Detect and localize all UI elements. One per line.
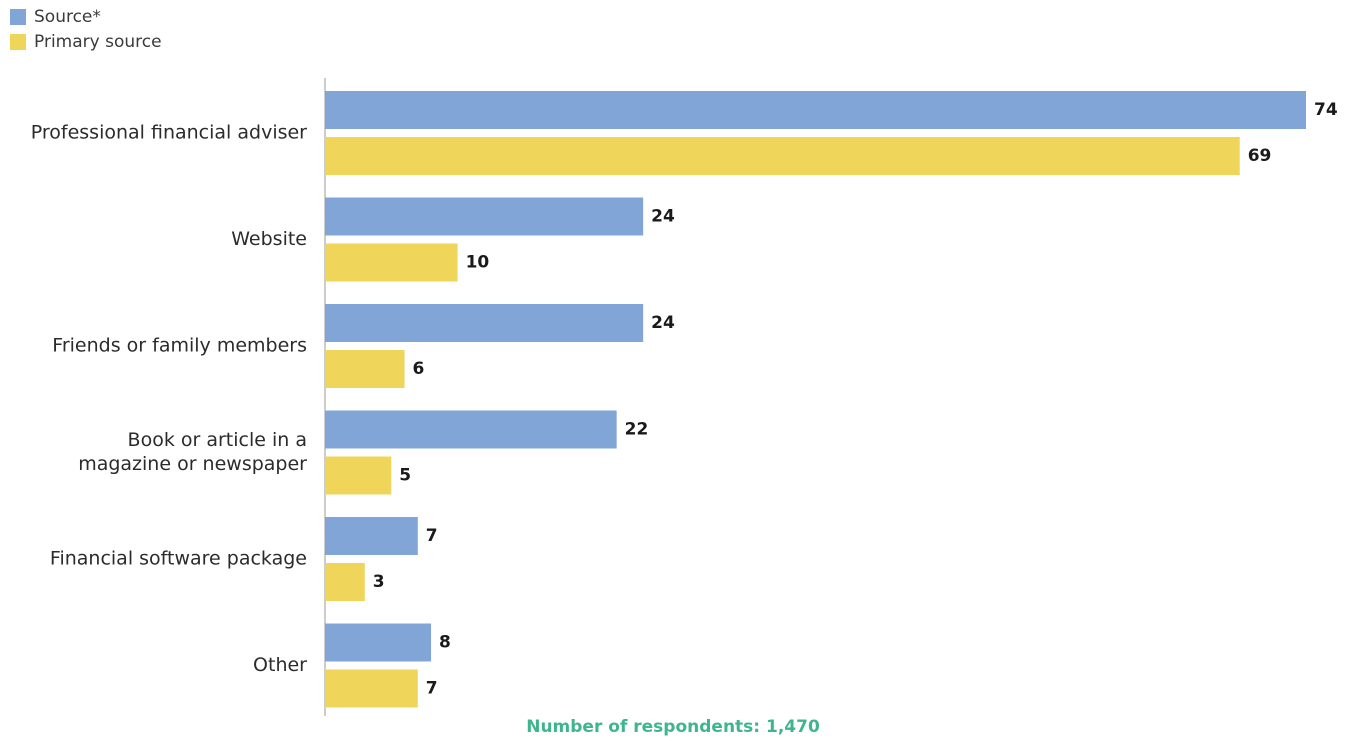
legend-label-primary-source: Primary source xyxy=(34,31,162,52)
respondents-footnote: Number of respondents: 1,470 xyxy=(526,717,820,737)
bar-source xyxy=(325,623,432,662)
bar-primary-source xyxy=(325,243,458,282)
bar-value-label: 5 xyxy=(399,466,411,486)
bar-primary-source xyxy=(325,350,405,388)
bar-value-label: 7 xyxy=(426,679,438,699)
legend-swatch-source xyxy=(10,8,26,25)
bar-value-label: 8 xyxy=(439,633,451,653)
bar-value-label: 24 xyxy=(651,313,675,333)
bar-source xyxy=(325,517,418,555)
bar-source xyxy=(325,197,644,236)
bar-value-label: 7 xyxy=(426,526,438,546)
bar-value-label: 69 xyxy=(1248,146,1272,166)
bar-value-label: 3 xyxy=(373,572,385,592)
bar-primary-source xyxy=(325,563,365,601)
category-label: Financial software package xyxy=(50,548,307,570)
category-label: magazine or newspaper xyxy=(78,453,307,475)
category-label: Website xyxy=(231,228,307,250)
legend-label-source: Source* xyxy=(34,6,101,27)
bar-primary-source xyxy=(325,137,1240,175)
bar-value-label: 22 xyxy=(625,420,649,440)
bar-source xyxy=(325,91,1306,129)
bar-value-label: 74 xyxy=(1314,100,1338,120)
category-label: Other xyxy=(253,654,307,676)
legend: Source* Primary source xyxy=(10,6,162,56)
bar-source xyxy=(325,410,617,449)
category-label: Friends or family members xyxy=(52,335,307,357)
bar-value-label: 24 xyxy=(651,207,675,227)
legend-item-source: Source* xyxy=(10,6,162,27)
legend-item-primary-source: Primary source xyxy=(10,31,162,52)
legend-swatch-primary-source xyxy=(10,33,26,50)
bar-value-label: 10 xyxy=(466,253,490,273)
bar-source xyxy=(325,304,644,342)
bar-primary-source xyxy=(325,669,418,708)
bar-value-label: 6 xyxy=(413,359,425,379)
category-label: Book or article in a xyxy=(128,429,307,451)
category-label: Professional financial adviser xyxy=(31,122,307,144)
bar-primary-source xyxy=(325,456,392,495)
